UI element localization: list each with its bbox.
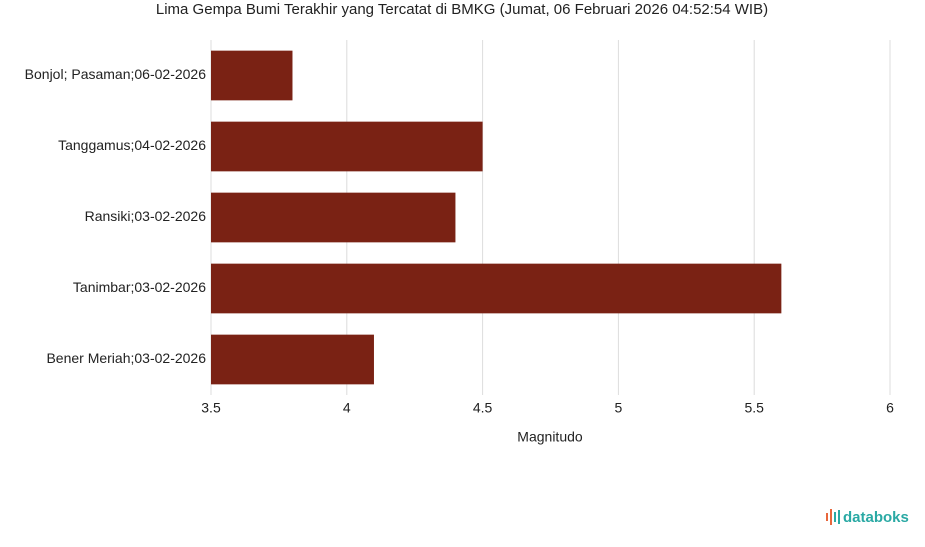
y-tick-label: Bonjol; Pasaman;06-02-2026 xyxy=(25,66,207,82)
bar xyxy=(211,192,456,243)
x-tick-label: 5.5 xyxy=(744,400,764,416)
brand-logo: databoks xyxy=(826,509,909,526)
y-tick-label: Tanggamus;04-02-2026 xyxy=(58,137,206,153)
bar xyxy=(211,50,293,101)
bar xyxy=(211,121,483,172)
chart-title: Lima Gempa Bumi Terakhir yang Tercatat d… xyxy=(156,1,768,18)
x-tick-label: 6 xyxy=(886,400,894,416)
x-axis-label: Magnitudo xyxy=(517,429,583,445)
brand-name: databoks xyxy=(843,509,909,526)
x-tick-label: 4.5 xyxy=(473,400,493,416)
x-tick-label: 4 xyxy=(343,400,351,416)
x-tick-label: 3.5 xyxy=(201,400,221,416)
y-tick-label: Ransiki;03-02-2026 xyxy=(85,208,207,224)
x-tick-label: 5 xyxy=(615,400,623,416)
bar xyxy=(211,334,374,385)
bar xyxy=(211,263,782,314)
y-tick-label: Bener Meriah;03-02-2026 xyxy=(46,350,206,366)
y-tick-label: Tanimbar;03-02-2026 xyxy=(73,279,206,295)
